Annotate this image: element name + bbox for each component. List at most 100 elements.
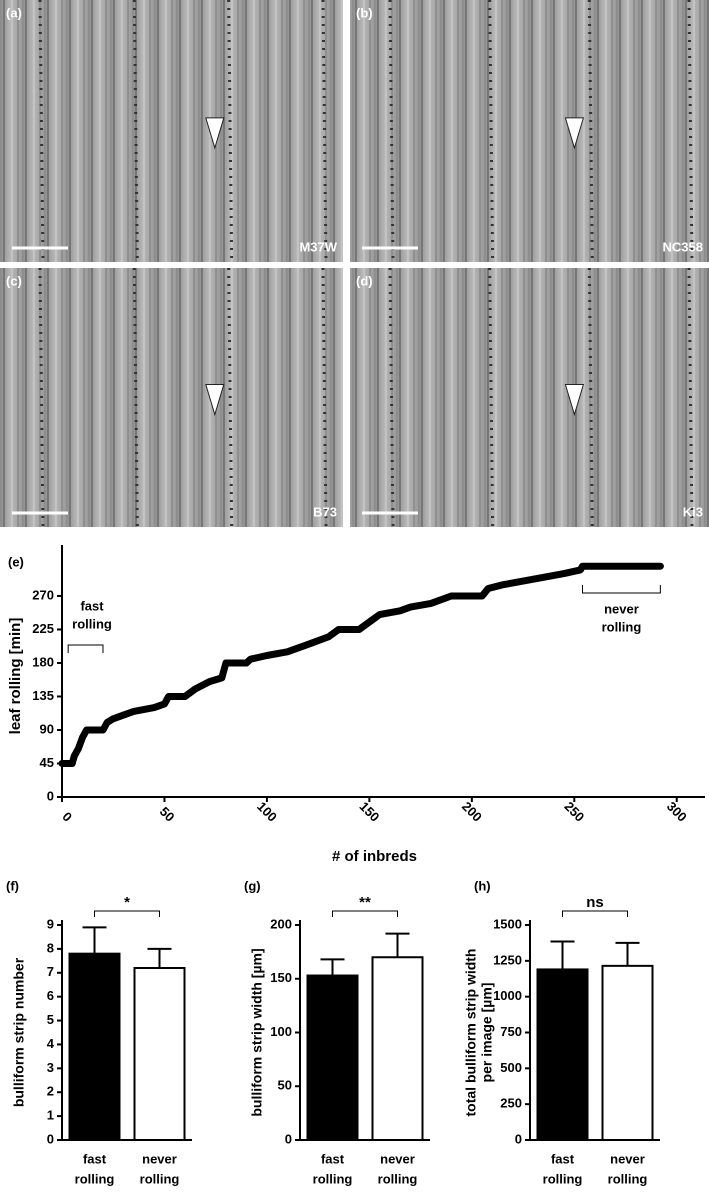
- y-tick-label: 1250: [493, 952, 522, 967]
- sample-label: Ki3: [683, 504, 703, 519]
- sample-label: NC358: [663, 239, 703, 254]
- y-tick-label: 3: [47, 1060, 54, 1075]
- y-tick-label: 8: [47, 940, 54, 955]
- bar: [306, 974, 359, 1142]
- y-tick-label: 2: [47, 1084, 54, 1099]
- data-line: [58, 562, 664, 767]
- y-tick-label: 7: [47, 964, 54, 979]
- x-tick-label: rolling: [75, 1171, 115, 1186]
- x-tick-label: fast: [321, 1151, 345, 1166]
- y-tick-label: 225: [32, 621, 54, 636]
- arrowhead: [205, 384, 225, 417]
- x-tick-label: 50: [157, 804, 178, 825]
- x-tick-label: fast: [83, 1151, 107, 1166]
- significance-label: *: [124, 894, 130, 911]
- y-tick-label: 0: [47, 788, 54, 803]
- y-tick-label: 135: [32, 688, 54, 703]
- y-tick-label: 1500: [493, 916, 522, 931]
- panel-label: (c): [6, 273, 22, 288]
- bulliform-strip: [388, 267, 395, 528]
- bulliform-strip: [321, 267, 328, 528]
- y-axis-title: total bulliform strip width: [463, 949, 479, 1117]
- sample-label: M37W: [299, 239, 337, 254]
- bulliform-strip: [587, 267, 594, 528]
- y-tick-label: 4: [47, 1036, 55, 1051]
- bar: [536, 968, 589, 1142]
- y-tick-label: 50: [278, 1078, 292, 1093]
- x-tick-label: never: [142, 1151, 177, 1166]
- x-tick-label: rolling: [313, 1171, 353, 1186]
- x-tick-label: rolling: [608, 1171, 648, 1186]
- bulliform-strip: [488, 267, 495, 528]
- bar: [68, 952, 121, 1142]
- arrowhead: [564, 384, 585, 417]
- micrograph: [0, 268, 343, 527]
- significance-bracket: [94, 910, 160, 917]
- annotation: never: [604, 601, 639, 616]
- x-tick-label: fast: [551, 1151, 575, 1166]
- micrograph: [350, 0, 709, 262]
- y-tick-label: 45: [40, 755, 54, 770]
- y-tick-label: 500: [500, 1060, 522, 1075]
- micrograph: [0, 0, 343, 262]
- significance-bracket: [332, 910, 398, 917]
- panel-label: (g): [244, 878, 261, 893]
- x-tick-label: 0: [59, 809, 75, 825]
- y-axis-title: per image [µm]: [479, 983, 495, 1083]
- arrowhead: [205, 117, 225, 150]
- panel-label: (e): [8, 554, 24, 569]
- y-tick-label: 270: [32, 587, 54, 602]
- bar: [371, 956, 424, 1141]
- y-tick-label: 1: [47, 1108, 54, 1123]
- y-tick-label: 0: [515, 1131, 522, 1146]
- panel-label: (b): [356, 5, 373, 20]
- y-tick-label: 5: [47, 1012, 54, 1027]
- significance-bracket: [562, 910, 628, 917]
- bar: [133, 967, 186, 1141]
- y-tick-label: 150: [270, 970, 292, 985]
- x-tick-label: rolling: [140, 1171, 180, 1186]
- y-tick-label: 180: [32, 654, 54, 669]
- y-tick-label: 9: [47, 916, 54, 931]
- panel-label: (d): [356, 273, 373, 288]
- x-tick-label: rolling: [543, 1171, 583, 1186]
- bulliform-strip: [38, 267, 45, 528]
- y-tick-label: 250: [500, 1096, 522, 1111]
- y-axis-title: leaf rolling [min]: [7, 618, 24, 735]
- panel-label: (f): [6, 878, 19, 893]
- y-tick-label: 0: [47, 1131, 54, 1146]
- arrowhead: [564, 117, 585, 150]
- x-axis-title: # of inbreds: [332, 848, 417, 865]
- bulliform-strip: [132, 267, 139, 528]
- x-tick-label: 200: [459, 799, 485, 825]
- bulliform-strip: [687, 267, 694, 528]
- bar: [601, 964, 654, 1141]
- x-tick-label: never: [610, 1151, 645, 1166]
- y-axis-title: bulliform strip width [µm]: [249, 948, 265, 1116]
- y-tick-label: 100: [270, 1024, 292, 1039]
- y-tick-label: 6: [47, 988, 54, 1003]
- significance-label: **: [359, 894, 371, 911]
- sample-label: B73: [313, 504, 337, 519]
- x-tick-label: rolling: [378, 1171, 418, 1186]
- panel-label: (a): [6, 5, 22, 20]
- bulliform-strip: [227, 267, 234, 528]
- x-tick-label: 150: [357, 799, 383, 825]
- x-tick-label: 250: [561, 799, 587, 825]
- x-tick-label: 100: [254, 799, 280, 825]
- bracket: [581, 585, 661, 594]
- annotation: rolling: [72, 616, 112, 631]
- bracket: [67, 644, 104, 653]
- annotation: rolling: [602, 619, 642, 634]
- y-tick-label: 1000: [493, 988, 522, 1003]
- panel-label: (h): [474, 878, 491, 893]
- x-tick-label: never: [380, 1151, 415, 1166]
- y-tick-label: 750: [500, 1024, 522, 1039]
- y-tick-label: 0: [285, 1131, 292, 1146]
- y-tick-label: 200: [270, 916, 292, 931]
- significance-label: ns: [586, 894, 604, 911]
- micrograph: [350, 268, 709, 527]
- annotation: fast: [80, 598, 104, 613]
- y-axis-title: bulliform strip number: [11, 957, 27, 1107]
